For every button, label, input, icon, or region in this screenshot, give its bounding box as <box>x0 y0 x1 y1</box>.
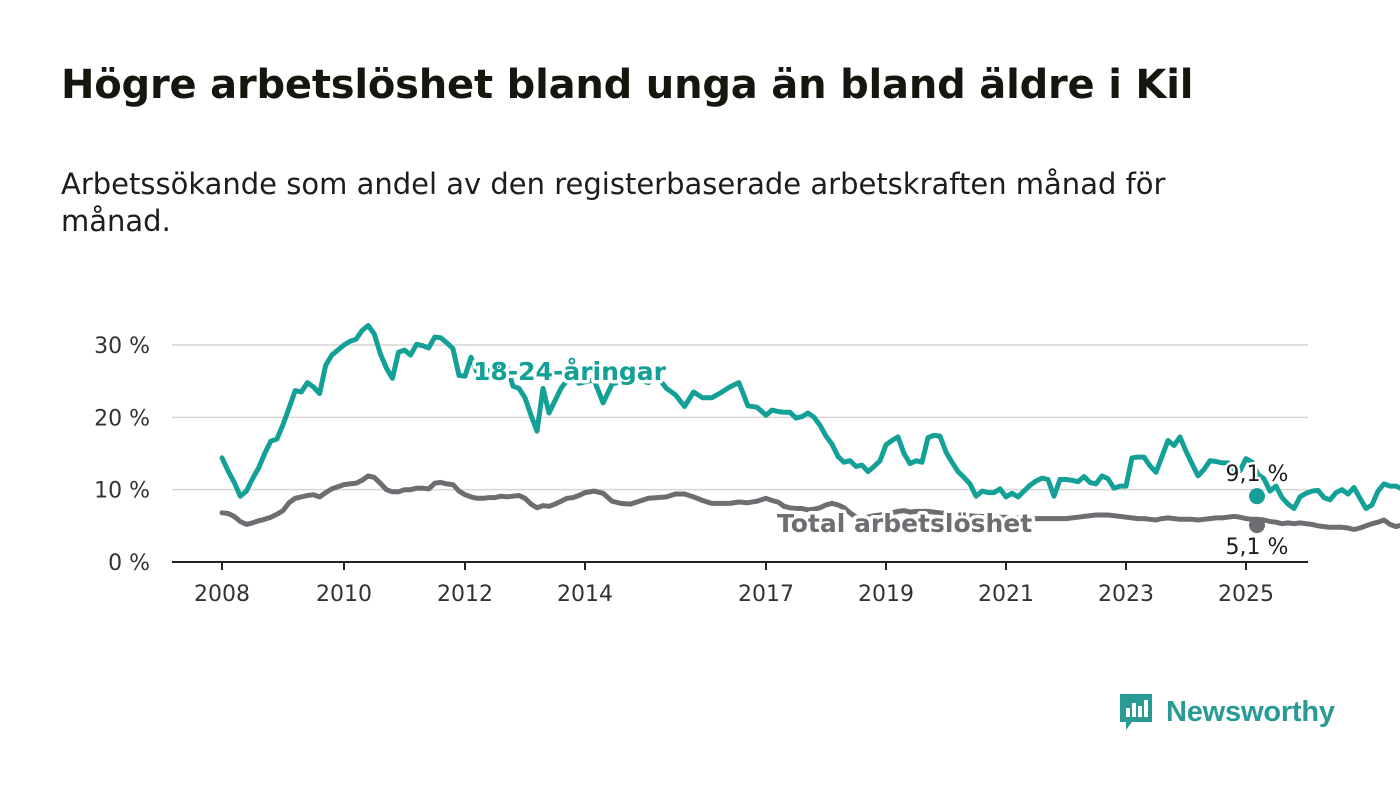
x-tick-label: 2010 <box>316 582 372 607</box>
x-tick-label: 2021 <box>978 582 1034 607</box>
chart-subtitle: Arbetssökande som andel av den registerb… <box>61 167 1166 238</box>
x-tick-label: 2008 <box>194 582 250 607</box>
series-lines <box>219 323 1400 532</box>
x-tick-label: 2019 <box>858 582 914 607</box>
end-value-halo: 9,1 % <box>1226 462 1289 487</box>
x-tick-label: 2014 <box>557 582 613 607</box>
y-tick-label: 30 % <box>94 334 150 359</box>
series-line-1 <box>219 473 1400 532</box>
end-point-dot <box>1249 517 1265 534</box>
x-tick-label: 2023 <box>1098 582 1154 607</box>
series-name-label: 18-24-åringar <box>473 357 667 386</box>
end-value-label: 9,1 % <box>1226 462 1289 487</box>
chart-title: Högre arbetslöshet bland unga än bland ä… <box>61 62 1194 108</box>
y-tick-label: 10 % <box>94 479 150 504</box>
line-chart: 0 % 10 % 20 % 30 % 2008 2010 2012 2014 2017 2019… <box>94 323 1400 607</box>
end-value-label: 5,1 % <box>1226 535 1289 560</box>
x-tick-label: 2017 <box>738 582 794 607</box>
y-tick-label: 20 % <box>94 406 150 431</box>
series-name-label: Total arbetslöshet <box>777 509 1032 538</box>
newsworthy-logo[interactable]: Newsworthy <box>1118 690 1335 734</box>
x-axis: 2008 2010 2012 2014 2017 2019 2021 2023 2025 <box>172 561 1308 607</box>
bar-chart-icon <box>1120 694 1152 730</box>
end-value-halo: 5,1 % <box>1226 535 1289 560</box>
y-tick-label: 0 % <box>108 551 150 576</box>
x-tick-label: 2025 <box>1218 582 1274 607</box>
end-point-dot <box>1249 488 1265 505</box>
series-name-halo: Total arbetslöshet <box>777 509 1032 538</box>
series-name-halo: 18-24-åringar <box>473 357 667 386</box>
series-line-0 <box>219 323 1400 511</box>
x-tick-label: 2012 <box>437 582 493 607</box>
grid-lines: 0 % 10 % 20 % 30 % <box>94 334 1308 576</box>
brand-name: Newsworthy <box>1166 695 1335 728</box>
